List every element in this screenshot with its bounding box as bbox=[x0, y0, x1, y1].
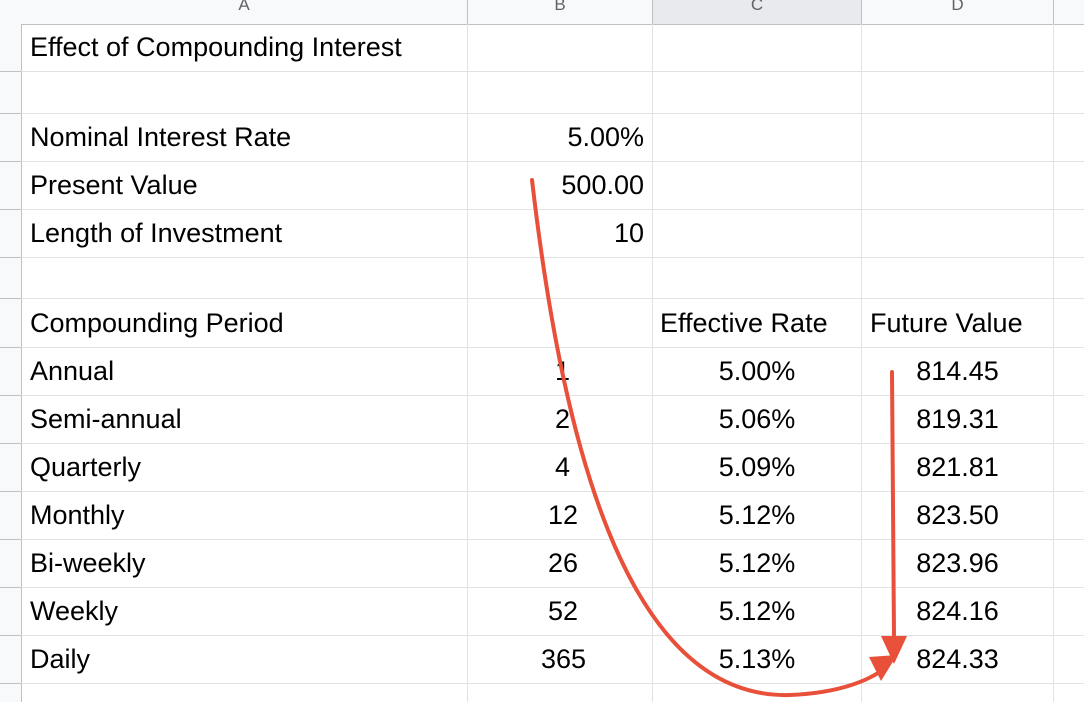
grid-line bbox=[21, 161, 1084, 162]
effective-rate-cell[interactable]: 5.12% bbox=[718, 500, 796, 530]
grid-line bbox=[21, 113, 1084, 114]
row-divider bbox=[0, 395, 21, 396]
grid-line bbox=[652, 24, 653, 702]
row-divider bbox=[0, 635, 21, 636]
periods-per-year-cell[interactable]: 4 bbox=[554, 452, 570, 482]
column-header-a[interactable]: A bbox=[21, 0, 468, 24]
input-label-cell[interactable]: Length of Investment bbox=[30, 218, 283, 248]
period-name-cell[interactable]: Weekly bbox=[30, 596, 119, 626]
grid-line bbox=[21, 539, 1084, 540]
grid-line bbox=[21, 298, 1084, 299]
effective-rate-cell[interactable]: 5.00% bbox=[718, 356, 796, 386]
row-divider bbox=[0, 113, 21, 114]
grid-line bbox=[21, 257, 1084, 258]
curved-arrow-annotation bbox=[530, 178, 887, 698]
period-name-cell[interactable]: Quarterly bbox=[30, 452, 142, 482]
grid-line bbox=[861, 24, 862, 702]
grid-line bbox=[21, 443, 1084, 444]
sheet-title-cell[interactable]: Effect of Compounding Interest bbox=[30, 32, 402, 62]
effective-rate-cell[interactable]: 5.12% bbox=[718, 548, 796, 578]
input-value-cell[interactable]: 10 bbox=[613, 218, 644, 248]
column-header-d[interactable]: D bbox=[862, 0, 1054, 24]
future-value-cell[interactable]: 824.16 bbox=[916, 596, 999, 626]
periods-per-year-cell[interactable]: 365 bbox=[540, 644, 586, 674]
column-header-row: A B C D bbox=[0, 0, 1084, 25]
row-divider bbox=[0, 298, 21, 299]
effective-rate-cell[interactable]: 5.13% bbox=[718, 644, 796, 674]
header-compounding-period[interactable]: Compounding Period bbox=[30, 308, 284, 338]
row-divider bbox=[0, 587, 21, 588]
period-name-cell[interactable]: Bi-weekly bbox=[30, 548, 146, 578]
periods-per-year-cell[interactable]: 12 bbox=[547, 500, 578, 530]
grid-line bbox=[21, 347, 1084, 348]
column-header-b[interactable]: B bbox=[468, 0, 653, 24]
header-effective-rate[interactable]: Effective Rate bbox=[660, 308, 828, 338]
row-divider bbox=[0, 71, 21, 72]
grid-line bbox=[1053, 24, 1054, 702]
row-divider bbox=[0, 443, 21, 444]
periods-per-year-cell[interactable]: 2 bbox=[554, 404, 570, 434]
row-divider bbox=[0, 161, 21, 162]
input-value-cell[interactable]: 5.00% bbox=[567, 122, 644, 152]
row-divider bbox=[0, 347, 21, 348]
grid-line bbox=[21, 635, 1084, 636]
future-value-cell[interactable]: 823.50 bbox=[916, 500, 999, 530]
grid-line bbox=[21, 587, 1084, 588]
column-header-c[interactable]: C bbox=[653, 0, 862, 24]
grid-line bbox=[21, 71, 1084, 72]
period-name-cell[interactable]: Monthly bbox=[30, 500, 125, 530]
input-label-cell[interactable]: Nominal Interest Rate bbox=[30, 122, 292, 152]
effective-rate-cell[interactable]: 5.09% bbox=[718, 452, 796, 482]
grid-line bbox=[21, 209, 1084, 210]
arrowhead-icon bbox=[881, 636, 907, 664]
row-divider bbox=[0, 257, 21, 258]
vertical-arrow-annotation bbox=[890, 370, 896, 640]
future-value-cell[interactable]: 821.81 bbox=[916, 452, 999, 482]
period-name-cell[interactable]: Semi-annual bbox=[30, 404, 182, 434]
input-label-cell[interactable]: Present Value bbox=[30, 170, 198, 200]
period-name-cell[interactable]: Annual bbox=[30, 356, 115, 386]
periods-per-year-cell[interactable]: 52 bbox=[547, 596, 578, 626]
periods-per-year-cell[interactable]: 26 bbox=[547, 548, 578, 578]
grid-line bbox=[21, 683, 1084, 684]
row-divider bbox=[0, 209, 21, 210]
effective-rate-cell[interactable]: 5.06% bbox=[718, 404, 796, 434]
grid-line bbox=[21, 395, 1084, 396]
row-divider bbox=[0, 683, 21, 684]
row-header-column[interactable] bbox=[0, 24, 22, 702]
column-header-e[interactable] bbox=[1054, 0, 1084, 24]
future-value-cell[interactable]: 824.33 bbox=[916, 644, 999, 674]
header-future-value[interactable]: Future Value bbox=[870, 308, 1023, 338]
grid-line bbox=[467, 24, 468, 702]
future-value-cell[interactable]: 814.45 bbox=[916, 356, 999, 386]
grid-line bbox=[21, 491, 1084, 492]
effective-rate-cell[interactable]: 5.12% bbox=[718, 596, 796, 626]
row-divider bbox=[0, 539, 21, 540]
future-value-cell[interactable]: 819.31 bbox=[916, 404, 999, 434]
input-value-cell[interactable]: 500.00 bbox=[561, 170, 644, 200]
period-name-cell[interactable]: Daily bbox=[30, 644, 91, 674]
future-value-cell[interactable]: 823.96 bbox=[916, 548, 999, 578]
arrowhead-icon bbox=[869, 655, 897, 681]
row-divider bbox=[0, 491, 21, 492]
